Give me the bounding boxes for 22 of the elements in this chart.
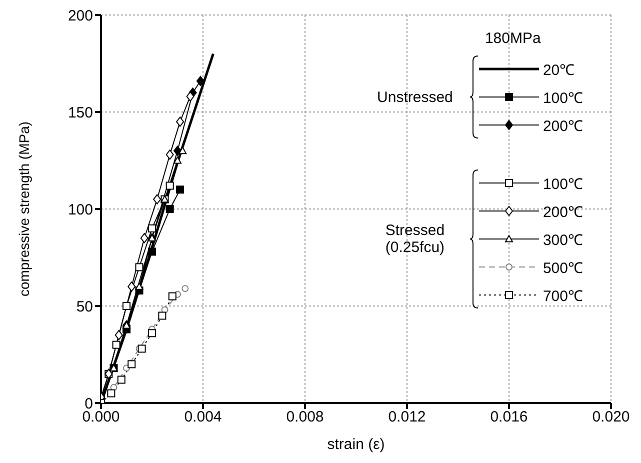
legend-label: 200℃ [542, 117, 583, 135]
y-tick-label: 200 [68, 7, 93, 24]
x-tick-label: 0.008 [286, 408, 324, 426]
legend-label: 500℃ [542, 259, 583, 277]
x-axis-title: strain (ε) [327, 436, 385, 453]
x-tick-label: 0.012 [388, 408, 426, 426]
annotation: Unstressed [376, 88, 454, 106]
legend-label: 100℃ [542, 175, 583, 193]
legend-label: 100℃ [542, 89, 583, 107]
annotation: Stressed (0.25fcu) [384, 222, 446, 256]
y-tick-label: 100 [68, 201, 93, 218]
legend-label: 200℃ [542, 203, 583, 221]
x-tick-label: 0.004 [184, 408, 222, 426]
x-tick-label: 0.016 [490, 408, 528, 426]
legend-label: 20℃ [542, 61, 575, 79]
legend-title: 180MPa [484, 30, 542, 47]
y-tick-label: 50 [76, 298, 93, 316]
y-axis-title: compressive strength (MPa) [16, 121, 32, 297]
y-tick-label: 150 [68, 104, 93, 122]
x-tick-label: 0.020 [592, 408, 630, 426]
legend-label: 700℃ [542, 287, 583, 305]
legend-label: 300℃ [542, 231, 583, 249]
